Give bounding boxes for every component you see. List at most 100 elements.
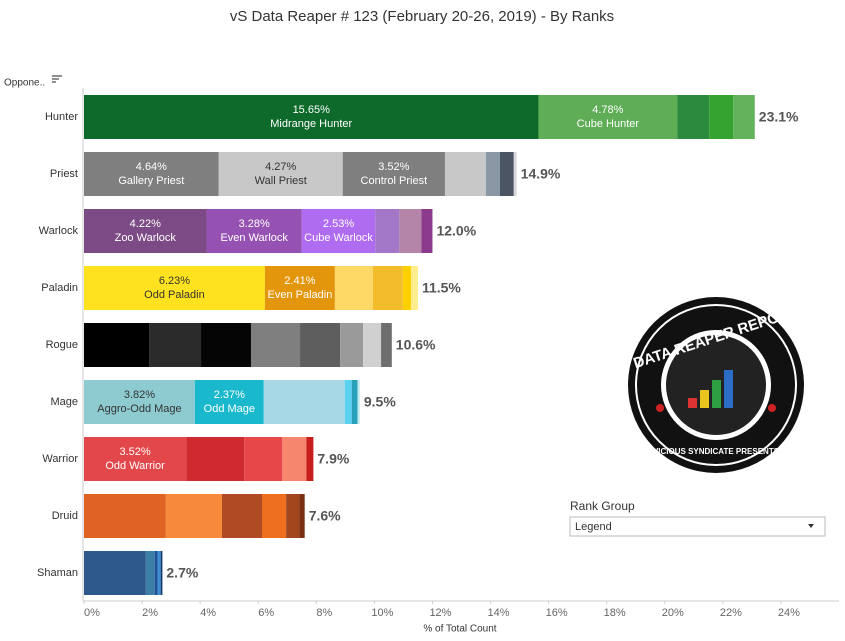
- sort-icon[interactable]: [52, 75, 62, 83]
- bar-segment: [399, 209, 422, 253]
- bar-segment: [84, 152, 219, 196]
- segment-value-label: 4.22%: [130, 218, 161, 230]
- total-label: 7.9%: [317, 451, 349, 467]
- segment-name: Midrange Hunter: [270, 118, 352, 130]
- segment-value-label: 3.28%: [239, 218, 270, 230]
- x-tick-label: 14%: [488, 607, 510, 619]
- logo: [628, 297, 804, 473]
- bar-segment: [218, 152, 343, 196]
- bar-segment: [201, 323, 251, 367]
- x-tick-label: 10%: [371, 607, 393, 619]
- bar-segment: [301, 209, 376, 253]
- bar-segment: [344, 380, 352, 424]
- bar-segment: [342, 152, 445, 196]
- bar-segment: [733, 95, 755, 139]
- logo-subtitle: VICIOUS SYNDICATE PRESENTS: [653, 447, 780, 456]
- bar-segment: [157, 551, 161, 595]
- x-tick-label: 2%: [142, 607, 158, 619]
- bar-segment: [84, 209, 207, 253]
- x-tick-label: 20%: [662, 607, 684, 619]
- bar-segment: [154, 551, 158, 595]
- dropdown-arrow: [808, 524, 814, 528]
- bar-segment: [206, 209, 302, 253]
- bar-segment: [286, 494, 300, 538]
- x-tick-label: 4%: [200, 607, 216, 619]
- segment-value-label: 3.82%: [124, 389, 155, 401]
- bar-segment: [221, 494, 263, 538]
- segment-value-label: 4.78%: [592, 104, 623, 116]
- bar-segment: [149, 323, 202, 367]
- bar-segment: [381, 323, 392, 367]
- segment-name: Cube Hunter: [577, 118, 640, 130]
- bar-segment: [84, 323, 150, 367]
- bar-segment: [250, 323, 301, 367]
- legend-dropdown-label: Legend: [575, 521, 612, 533]
- bar-segment: [264, 266, 335, 310]
- segment-name: Even Warlock: [220, 232, 288, 244]
- bar-segment: [513, 152, 517, 196]
- segment-name: Gallery Priest: [118, 175, 184, 187]
- segment-value-label: 4.64%: [136, 161, 167, 173]
- bar-segment: [375, 209, 400, 253]
- bar-segment: [194, 380, 264, 424]
- bar-segment: [709, 95, 734, 139]
- bar-segment: [351, 380, 358, 424]
- bar-segment: [244, 437, 283, 481]
- bar-segment: [538, 95, 678, 139]
- bar-segment: [363, 323, 382, 367]
- segment-name: Wall Priest: [255, 175, 307, 187]
- bar-segment: [282, 437, 307, 481]
- segment-name: Control Priest: [361, 175, 428, 187]
- bar-segment: [410, 266, 418, 310]
- segment-value-label: 3.52%: [120, 446, 151, 458]
- segment-value-label: 2.37%: [214, 389, 245, 401]
- segment-name: Zoo Warlock: [115, 232, 177, 244]
- bar-segment: [306, 437, 314, 481]
- bar-segment: [485, 152, 500, 196]
- bar-segment: [372, 266, 403, 310]
- legend-dropdown[interactable]: [569, 516, 826, 537]
- segment-value-label: 6.23%: [159, 275, 190, 287]
- bar-segment: [499, 152, 514, 196]
- segment-value-label: 4.27%: [265, 161, 296, 173]
- legend-title: Rank Group: [570, 499, 635, 513]
- category-label: Warlock: [39, 225, 79, 237]
- x-tick-label: 18%: [604, 607, 626, 619]
- total-label: 9.5%: [364, 394, 396, 410]
- x-tick-label: 16%: [546, 607, 568, 619]
- bar-segment: [402, 266, 411, 310]
- x-axis-title: % of Total Count: [423, 624, 496, 635]
- total-label: 2.7%: [166, 565, 198, 581]
- total-label: 7.6%: [309, 508, 341, 524]
- x-tick-label: 8%: [316, 607, 332, 619]
- segment-name: Even Paladin: [267, 289, 332, 301]
- x-tick-label: 6%: [258, 607, 274, 619]
- segment-name: Aggro-Odd Mage: [97, 403, 181, 415]
- bar-segment: [263, 380, 345, 424]
- total-label: 12.0%: [436, 223, 476, 239]
- category-label: Hunter: [45, 111, 78, 123]
- bar-segment: [421, 209, 433, 253]
- chart-title: vS Data Reaper # 123 (February 20-26, 20…: [230, 8, 614, 25]
- bar-segment: [677, 95, 710, 139]
- bar-segment: [84, 266, 265, 310]
- total-label: 11.5%: [422, 280, 461, 296]
- bar-segment: [84, 380, 195, 424]
- category-label: Shaman: [37, 567, 78, 579]
- category-label: Mage: [50, 396, 78, 408]
- x-tick-label: 24%: [778, 607, 800, 619]
- segment-name: Cube Warlock: [304, 232, 373, 244]
- bar-segment: [300, 323, 341, 367]
- bar-segment: [145, 551, 155, 595]
- bar-segment: [186, 437, 245, 481]
- bar-segment: [84, 551, 146, 595]
- segment-name: Odd Paladin: [144, 289, 205, 301]
- total-label: 23.1%: [759, 109, 799, 125]
- segment-value-label: 2.53%: [323, 218, 354, 230]
- bar-segment: [165, 494, 222, 538]
- total-label: 10.6%: [396, 337, 436, 353]
- bar-segment: [444, 152, 486, 196]
- bar-segment: [334, 266, 373, 310]
- category-label: Priest: [50, 168, 78, 180]
